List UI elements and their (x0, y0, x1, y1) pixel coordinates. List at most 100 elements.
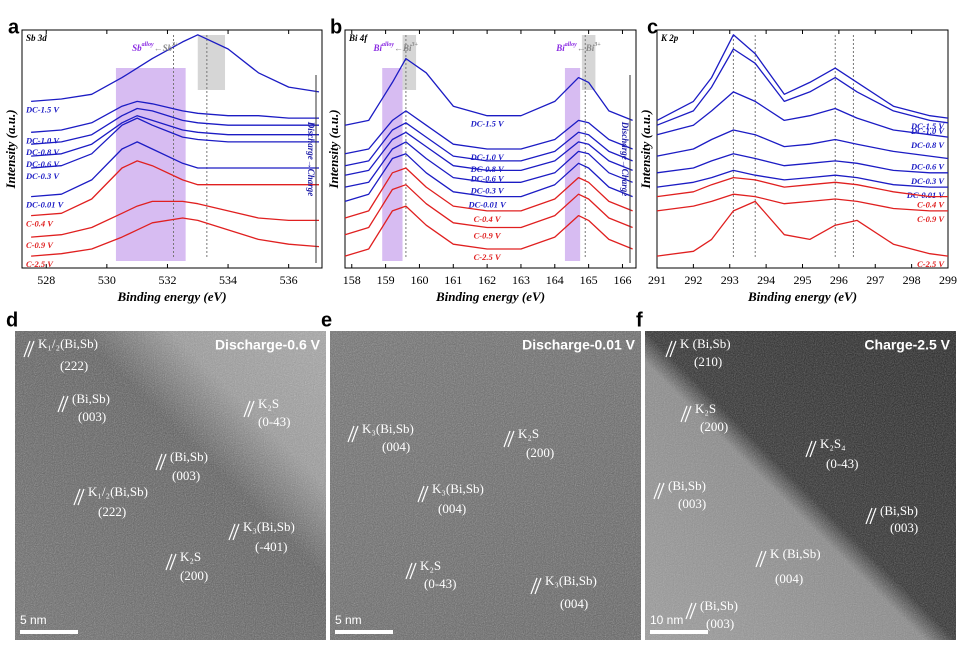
plot-frame (21, 29, 323, 269)
annotation-part: ←Bi (577, 43, 595, 53)
x-tick-label: 158 (343, 273, 361, 287)
spectrum-line (31, 100, 319, 133)
spectrum-line (656, 169, 948, 188)
fringe-marker (405, 562, 413, 580)
fringe-marker (228, 523, 236, 541)
fringe-marker (869, 507, 877, 525)
fringe-marker (243, 400, 251, 418)
tem-d-noise (15, 331, 326, 640)
series-label: DC-0.8 V (910, 140, 945, 150)
plot-frame (656, 29, 949, 269)
x-tick-label: 298 (903, 273, 921, 287)
chart-title: Sb 3d (26, 33, 47, 43)
fringe-marker (809, 440, 817, 458)
lattice-label: (004) (438, 501, 466, 516)
lattice-label: (004) (560, 596, 588, 611)
x-tick-label: 160 (410, 273, 428, 287)
annotation-part: 3+ (411, 42, 419, 48)
panel-letter: d (6, 309, 18, 331)
fringe-marker (23, 340, 31, 358)
fringe-marker (680, 405, 688, 423)
spectrum-line (31, 34, 320, 103)
fringe-marker (684, 405, 692, 423)
spectrum-line (656, 200, 949, 257)
fringe-marker (347, 425, 355, 443)
scale-bar (335, 630, 393, 634)
fringe-marker (57, 395, 65, 413)
series-label: DC-0.01 V (906, 190, 946, 200)
panel-letter: c (647, 16, 658, 38)
spectrum-line (344, 131, 633, 176)
spectrum-line (656, 153, 948, 174)
scale-label: 5 nm (335, 613, 362, 627)
lattice-label: (200) (700, 419, 728, 434)
annotation-part: Bi (555, 43, 565, 53)
series-label: DC-0.01 V (467, 200, 507, 210)
series-label: C-2.5 V (917, 259, 945, 269)
lattice-label: K₂S (420, 558, 441, 573)
tem-images (15, 331, 956, 640)
fringe-marker (417, 485, 425, 503)
series-label: DC-0.6 V (25, 159, 60, 169)
spectrum-line (656, 129, 949, 160)
x-tick-label: 292 (684, 273, 702, 287)
fringe-marker (159, 453, 167, 471)
spectrum-line (31, 217, 320, 257)
annotation-part: ←Sb (154, 43, 173, 53)
fringe-marker (805, 440, 813, 458)
series-label: C-0.4 V (26, 219, 54, 229)
state-annotation: Bialloy←Bi3+ (373, 42, 419, 53)
lattice-label: K₃(Bi,Sb) (362, 421, 414, 436)
lattice-label: (Bi,Sb) (700, 598, 738, 613)
lattice-label: (0-43) (258, 414, 291, 429)
series-label: DC-0.8 V (25, 147, 60, 157)
lattice-label: (004) (775, 571, 803, 586)
spectrum-line (31, 107, 319, 145)
x-tick-label: 159 (377, 273, 395, 287)
lattice-label: K (Bi,Sb) (680, 336, 731, 351)
spectrum-line (344, 141, 633, 188)
series-label: DC-0.6 V (470, 173, 505, 183)
lattice-label: (Bi,Sb) (72, 391, 110, 406)
lattice-label: (-401) (255, 539, 288, 554)
lattice-label: K₂S (695, 401, 716, 416)
fringe-marker (155, 453, 163, 471)
fringe-marker (689, 602, 697, 620)
image-title: Discharge-0.6 V (215, 337, 321, 353)
panel-letter: e (321, 309, 332, 331)
annotation-part: alloy (565, 42, 577, 48)
spectrum-line (656, 91, 949, 138)
spectrum-line (31, 200, 319, 238)
series-label: C-2.5 V (474, 252, 502, 262)
fringe-marker (534, 577, 542, 595)
fringe-marker (653, 482, 661, 500)
series-label: DC-0.3 V (910, 176, 945, 186)
spectrum-line (344, 205, 633, 257)
series-label: DC-0.01 V (25, 200, 65, 210)
fringe-marker (759, 550, 767, 568)
x-tick-label: 297 (866, 273, 884, 287)
panel-letter: f (636, 309, 643, 331)
highlight-band (115, 68, 186, 261)
series-label: DC-1.5 V (910, 121, 945, 131)
x-axis-label: Binding energy (eV) (435, 289, 545, 304)
fringe-marker (169, 553, 177, 571)
x-tick-label: 534 (219, 273, 237, 287)
series-label: C-2.5 V (26, 259, 54, 269)
series-label: C-0.9 V (474, 230, 502, 240)
fringe-marker (165, 553, 173, 571)
x-tick-label: 536 (280, 273, 298, 287)
series-label: DC-1.5 V (25, 104, 60, 114)
fringe-marker (865, 507, 873, 525)
annotation-part: Bi (373, 43, 383, 53)
fringe-marker (685, 602, 693, 620)
chart-title: K 2p (660, 33, 679, 43)
fringe-marker (232, 523, 240, 541)
spectrum-line (344, 122, 633, 167)
annotation-part: ←Bi (394, 43, 412, 53)
highlight-band (382, 68, 403, 261)
fringe-marker (351, 425, 359, 443)
lattice-label: (200) (526, 445, 554, 460)
x-tick-label: 294 (757, 273, 775, 287)
x-tick-label: 299 (939, 273, 957, 287)
